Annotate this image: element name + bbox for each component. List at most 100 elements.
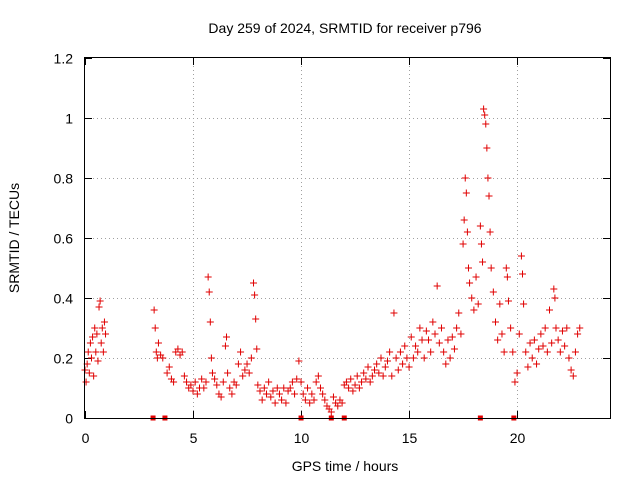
data-point [99, 348, 107, 356]
data-point [463, 228, 471, 236]
data-point [420, 354, 428, 362]
data-point [345, 384, 353, 392]
data-point [312, 378, 320, 386]
data-point [347, 375, 355, 383]
data-point [431, 330, 439, 338]
data-point [567, 366, 575, 374]
data-point [86, 339, 94, 347]
data-point [304, 384, 312, 392]
data-point [386, 348, 394, 356]
data-point [480, 105, 488, 113]
data-point [554, 336, 562, 344]
data-point [487, 264, 495, 272]
data-point [530, 336, 538, 344]
data-point [537, 330, 545, 338]
data-point [543, 348, 551, 356]
data-point [239, 372, 247, 380]
data-point [237, 348, 245, 356]
data-point [403, 354, 411, 362]
data-point [351, 381, 359, 389]
data-point [405, 363, 413, 371]
data-point [98, 324, 106, 332]
data-point [198, 375, 206, 383]
data-point [416, 324, 424, 332]
x-tick-label: 0 [82, 430, 90, 446]
x-tick-label: 10 [294, 430, 310, 446]
data-point [267, 393, 275, 401]
data-point [204, 273, 212, 281]
data-point [440, 348, 448, 356]
data-point [489, 288, 497, 296]
data-point [375, 369, 383, 377]
data-point [213, 381, 221, 389]
data-point [437, 324, 445, 332]
data-point [528, 354, 536, 362]
data-point [262, 390, 270, 398]
data-point [226, 384, 234, 392]
plot-frame [84, 57, 611, 419]
data-point [92, 348, 100, 356]
data-point [338, 399, 346, 407]
data-point [364, 363, 372, 371]
y-tick-label: 1 [65, 111, 73, 127]
data-point [258, 396, 266, 404]
data-point [159, 354, 167, 362]
data-point [507, 324, 515, 332]
data-point [446, 354, 454, 362]
data-point [474, 300, 482, 308]
data-point [308, 390, 316, 398]
x-tick-label: 5 [190, 430, 198, 446]
data-point [95, 303, 103, 311]
data-point [260, 384, 268, 392]
data-point [254, 381, 262, 389]
data-point [433, 282, 441, 290]
data-point [392, 354, 400, 362]
x-axis-label: GPS time / hours [292, 458, 399, 474]
data-point [301, 396, 309, 404]
y-tick-label: 0.4 [54, 291, 74, 307]
data-point [241, 366, 249, 374]
data-point [425, 336, 433, 344]
data-point [396, 348, 404, 356]
data-point [170, 378, 178, 386]
data-point [273, 384, 281, 392]
data-point [513, 369, 521, 377]
data-point [574, 330, 582, 338]
data-point [316, 384, 324, 392]
data-point [282, 399, 290, 407]
data-point [295, 357, 303, 365]
data-point [429, 318, 437, 326]
data-point [470, 306, 478, 314]
data-point [256, 387, 264, 395]
data-point [472, 273, 480, 281]
data-point [247, 354, 255, 362]
data-point [211, 375, 219, 383]
data-point [571, 348, 579, 356]
data-point [206, 318, 214, 326]
data-point [517, 252, 525, 260]
data-point [462, 189, 470, 197]
data-point [535, 345, 543, 353]
x-tick-label: 15 [402, 430, 418, 446]
data-point [314, 372, 322, 380]
data-point [522, 348, 530, 356]
data-point [377, 354, 385, 362]
data-point [409, 354, 417, 362]
ticks-layer: 0 0.2 0.4 0.6 0.8 1 1.2 0 5 10 15 20 [54, 51, 610, 446]
data-point [87, 354, 95, 362]
data-point [250, 279, 258, 287]
data-point [435, 339, 443, 347]
data-point [550, 285, 558, 293]
data-point [89, 333, 97, 341]
data-point [286, 384, 294, 392]
data-point [278, 396, 286, 404]
data-point [310, 396, 318, 404]
data-point [299, 390, 307, 398]
data-point [504, 297, 512, 305]
data-point [243, 360, 251, 368]
data-point [205, 288, 213, 296]
data-point [221, 342, 229, 350]
data-point [548, 339, 556, 347]
data-point [163, 369, 171, 377]
